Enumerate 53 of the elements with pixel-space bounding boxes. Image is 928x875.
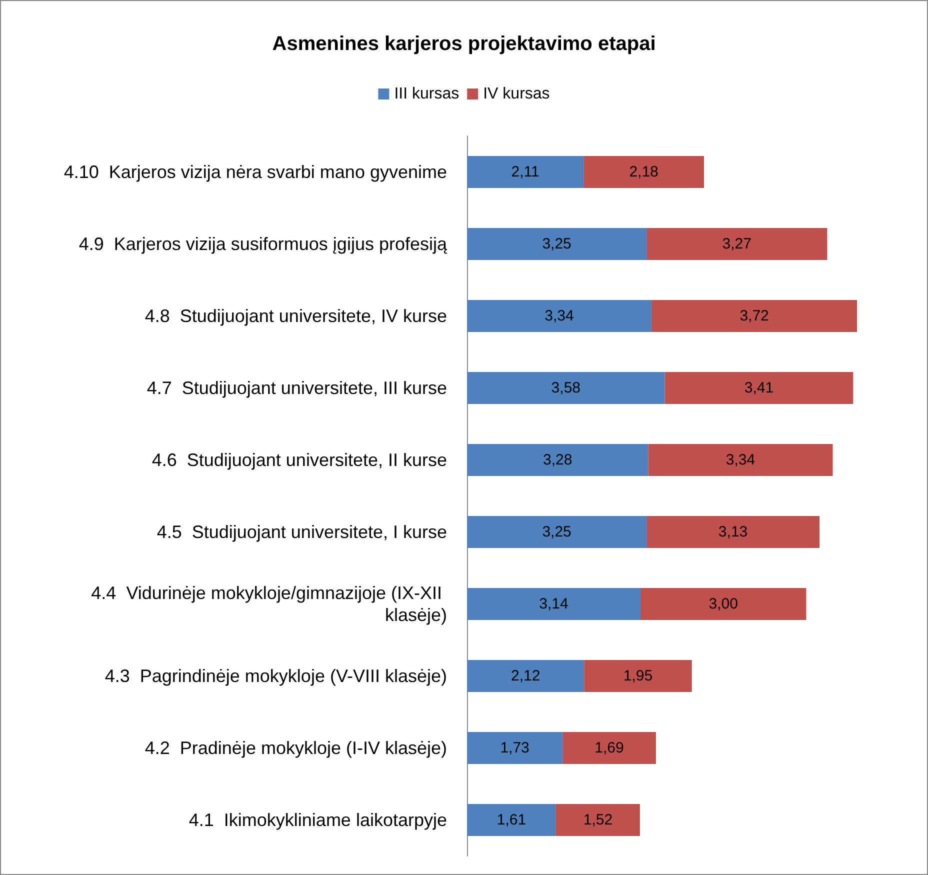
- bar: [467, 300, 652, 332]
- bar: [646, 228, 828, 260]
- bar: [467, 228, 647, 260]
- y-tick-label: 4.10 Karjeros vizija nėra svarbi mano gyvenime: [64, 162, 447, 182]
- bar: [467, 156, 584, 188]
- bar: [640, 588, 806, 620]
- bar: [556, 804, 640, 836]
- data-label: 3,28: [543, 452, 572, 468]
- data-label: 1,95: [623, 668, 653, 684]
- y-tick-label: 4.5 Studijuojant universitete, I kurse: [156, 522, 447, 542]
- data-label: 3,34: [726, 452, 756, 468]
- bar: [467, 516, 647, 548]
- bar: [467, 804, 556, 836]
- data-label: 3,00: [708, 596, 738, 612]
- y-tick-label: 4.3 Pagrindinėje mokykloje (V-VIII klasėje): [104, 666, 447, 686]
- bar: [648, 444, 833, 476]
- bar: [467, 372, 665, 404]
- data-label: 3,72: [740, 308, 769, 324]
- bar: [467, 588, 640, 620]
- data-label: 2,18: [629, 164, 658, 180]
- data-label: 3,14: [539, 596, 568, 612]
- bar: [562, 732, 656, 764]
- data-label: 3,25: [542, 236, 572, 252]
- bar: [467, 660, 584, 692]
- data-label: 3,27: [722, 236, 752, 252]
- legend-label: III kursas: [394, 86, 460, 102]
- data-label: 1,52: [583, 812, 613, 828]
- data-label: 3,25: [542, 524, 572, 540]
- y-tick-label: 4.7 Studijuojant universitete, III kurse: [146, 378, 447, 398]
- bar: [652, 300, 858, 332]
- data-label: 3,34: [544, 308, 574, 324]
- data-label: 1,69: [594, 740, 624, 756]
- y-tick-label: 4.6 Studijuojant universitete, II kurse: [152, 450, 447, 470]
- bar: [584, 156, 704, 188]
- data-label: 3,58: [551, 380, 580, 396]
- data-label: 2,11: [511, 164, 540, 180]
- chart-title: Asmenines karjeros projektavimo etapai: [272, 33, 656, 55]
- bar: [664, 372, 854, 404]
- bar: [467, 444, 648, 476]
- data-label: 1,61: [496, 812, 526, 828]
- data-label: 3,41: [744, 380, 774, 396]
- y-tick-label: 4.8 Studijuojant universitete, IV kurse: [144, 306, 447, 326]
- y-tick-label: 4.9 Karjeros vizija susiformuos įgijus profesiją: [78, 234, 448, 254]
- data-label: 3,13: [718, 524, 748, 540]
- y-tick-label: 4.1 Ikimokykliniame laikotarpyje: [188, 810, 447, 830]
- data-label: 2,12: [510, 668, 540, 684]
- data-label: 1,73: [500, 740, 530, 756]
- y-tick-label: 4.2 Pradinėje mokykloje (I-IV klasėje): [144, 738, 447, 758]
- legend-label: IV kursas: [483, 86, 550, 102]
- bar: [467, 732, 563, 764]
- y-tick-label: 4.4 Vidurinėje mokykloje/gimnazijoje (IX-XII klasėje): [91, 583, 447, 625]
- bar: [646, 516, 820, 548]
- bar: [584, 660, 692, 692]
